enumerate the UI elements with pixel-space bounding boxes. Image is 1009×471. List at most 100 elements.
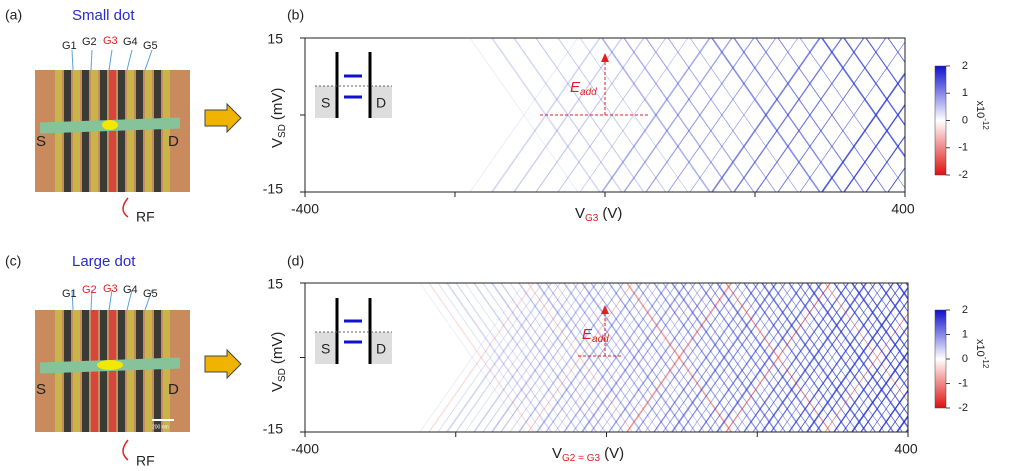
label-sub: G2 = G3 (562, 453, 601, 464)
transition-line (865, 135, 905, 192)
transition-line (599, 283, 705, 432)
axis-ticks (300, 37, 906, 197)
gate-lead (90, 289, 93, 311)
transition-line (419, 283, 525, 432)
transition-line (662, 283, 768, 432)
colorbar-scale: x10-12 (974, 101, 990, 131)
transition-line (554, 283, 660, 432)
transition-line (572, 283, 678, 432)
transition-line (869, 377, 908, 432)
colorbar-gradient (934, 309, 947, 409)
transition-line (635, 283, 741, 432)
gate-label: G4 (123, 284, 138, 296)
inset-drain: D (376, 95, 386, 111)
transition-line (644, 283, 750, 432)
rf-arrow (122, 439, 129, 461)
transition-line (572, 283, 678, 432)
dot (102, 120, 118, 130)
transition-line (509, 283, 615, 432)
transition-line (527, 283, 633, 432)
transition-line (689, 38, 799, 192)
panel-title: Large dot (72, 253, 136, 270)
drain-label: D (168, 381, 179, 398)
transition-line (865, 38, 905, 95)
source-label: S (36, 133, 46, 150)
transition-line (455, 283, 561, 432)
label-main: V (552, 445, 562, 462)
transition-line (491, 283, 597, 432)
transition-line (815, 283, 908, 416)
transition-line (428, 283, 534, 432)
gate-stripe (109, 310, 116, 432)
transition-line (671, 283, 777, 432)
arrow (204, 102, 242, 134)
transition-line (716, 283, 822, 432)
transition-line (733, 38, 843, 192)
gate-stripe (145, 70, 152, 192)
gate-stripe (136, 70, 143, 192)
x-axis-label: VG2 = G3 (V) (552, 445, 624, 464)
colorbar-tick-label: -2 (958, 402, 968, 414)
transition-line (464, 283, 570, 432)
gate-lead (126, 49, 133, 71)
y-tick-label: 15 (267, 31, 283, 47)
transition-line (601, 38, 711, 192)
label-sub: SD (277, 124, 288, 138)
transition-line (535, 38, 645, 192)
rf-arrow (122, 197, 129, 218)
transition-line (842, 283, 908, 377)
transition-line (428, 283, 534, 432)
annotation-main: E (582, 326, 593, 343)
gate-lead (90, 49, 93, 71)
transition-line (590, 283, 696, 432)
colorbar-scale-base: x10 (974, 101, 986, 119)
transition-line (689, 283, 795, 432)
gate-lead (126, 289, 133, 311)
panel-title: Small dot (72, 7, 135, 24)
transition-line (887, 283, 908, 313)
y-tick-label: 15 (267, 276, 283, 292)
colorbar-scale-exponent: -12 (981, 118, 990, 130)
label-sub: G3 (585, 213, 599, 224)
transition-line (833, 283, 908, 390)
device-image (35, 49, 190, 192)
transition-line (446, 283, 552, 432)
transition-line (500, 283, 606, 432)
annotation: Eadd (578, 305, 623, 357)
inset-source: S (321, 341, 330, 357)
panel-label: (b) (287, 7, 304, 23)
colorbar-tick-label: -1 (958, 142, 968, 154)
x-tick-label: 400 (891, 201, 915, 217)
transition-line (500, 283, 606, 432)
label-unit: (mV) (269, 88, 286, 121)
transition-line (698, 283, 804, 432)
transition-line (878, 283, 908, 326)
transition-line (821, 38, 905, 158)
dot (97, 360, 123, 370)
transition-line (752, 283, 858, 432)
transition-line (797, 283, 903, 432)
transition-line (437, 283, 543, 432)
gate-lead (108, 289, 113, 311)
colorbar-tick-label: 0 (962, 114, 968, 126)
gate-label: G5 (143, 40, 158, 52)
annotation-sub: add (580, 87, 597, 98)
gate-stripe (154, 70, 161, 192)
transition-line (998, 38, 1009, 192)
rf-label: RF (136, 209, 155, 225)
colorbar-tick-label: 2 (962, 60, 968, 72)
transition-line (851, 283, 908, 365)
label-main: V (269, 138, 286, 148)
transition-line (996, 283, 1009, 432)
gate-lead (71, 49, 74, 71)
transition-line (788, 283, 894, 432)
arrow (204, 348, 242, 380)
svg-text:Eadd: Eadd (570, 79, 597, 98)
transition-line (617, 283, 723, 432)
y-tick-label: -15 (263, 421, 283, 437)
colorbar-gradient (934, 65, 947, 176)
transition-line (843, 38, 905, 127)
x-axis-label: VG3 (V) (575, 205, 622, 224)
colorbar-scale: x10-12 (974, 339, 990, 369)
transition-line (482, 283, 588, 432)
